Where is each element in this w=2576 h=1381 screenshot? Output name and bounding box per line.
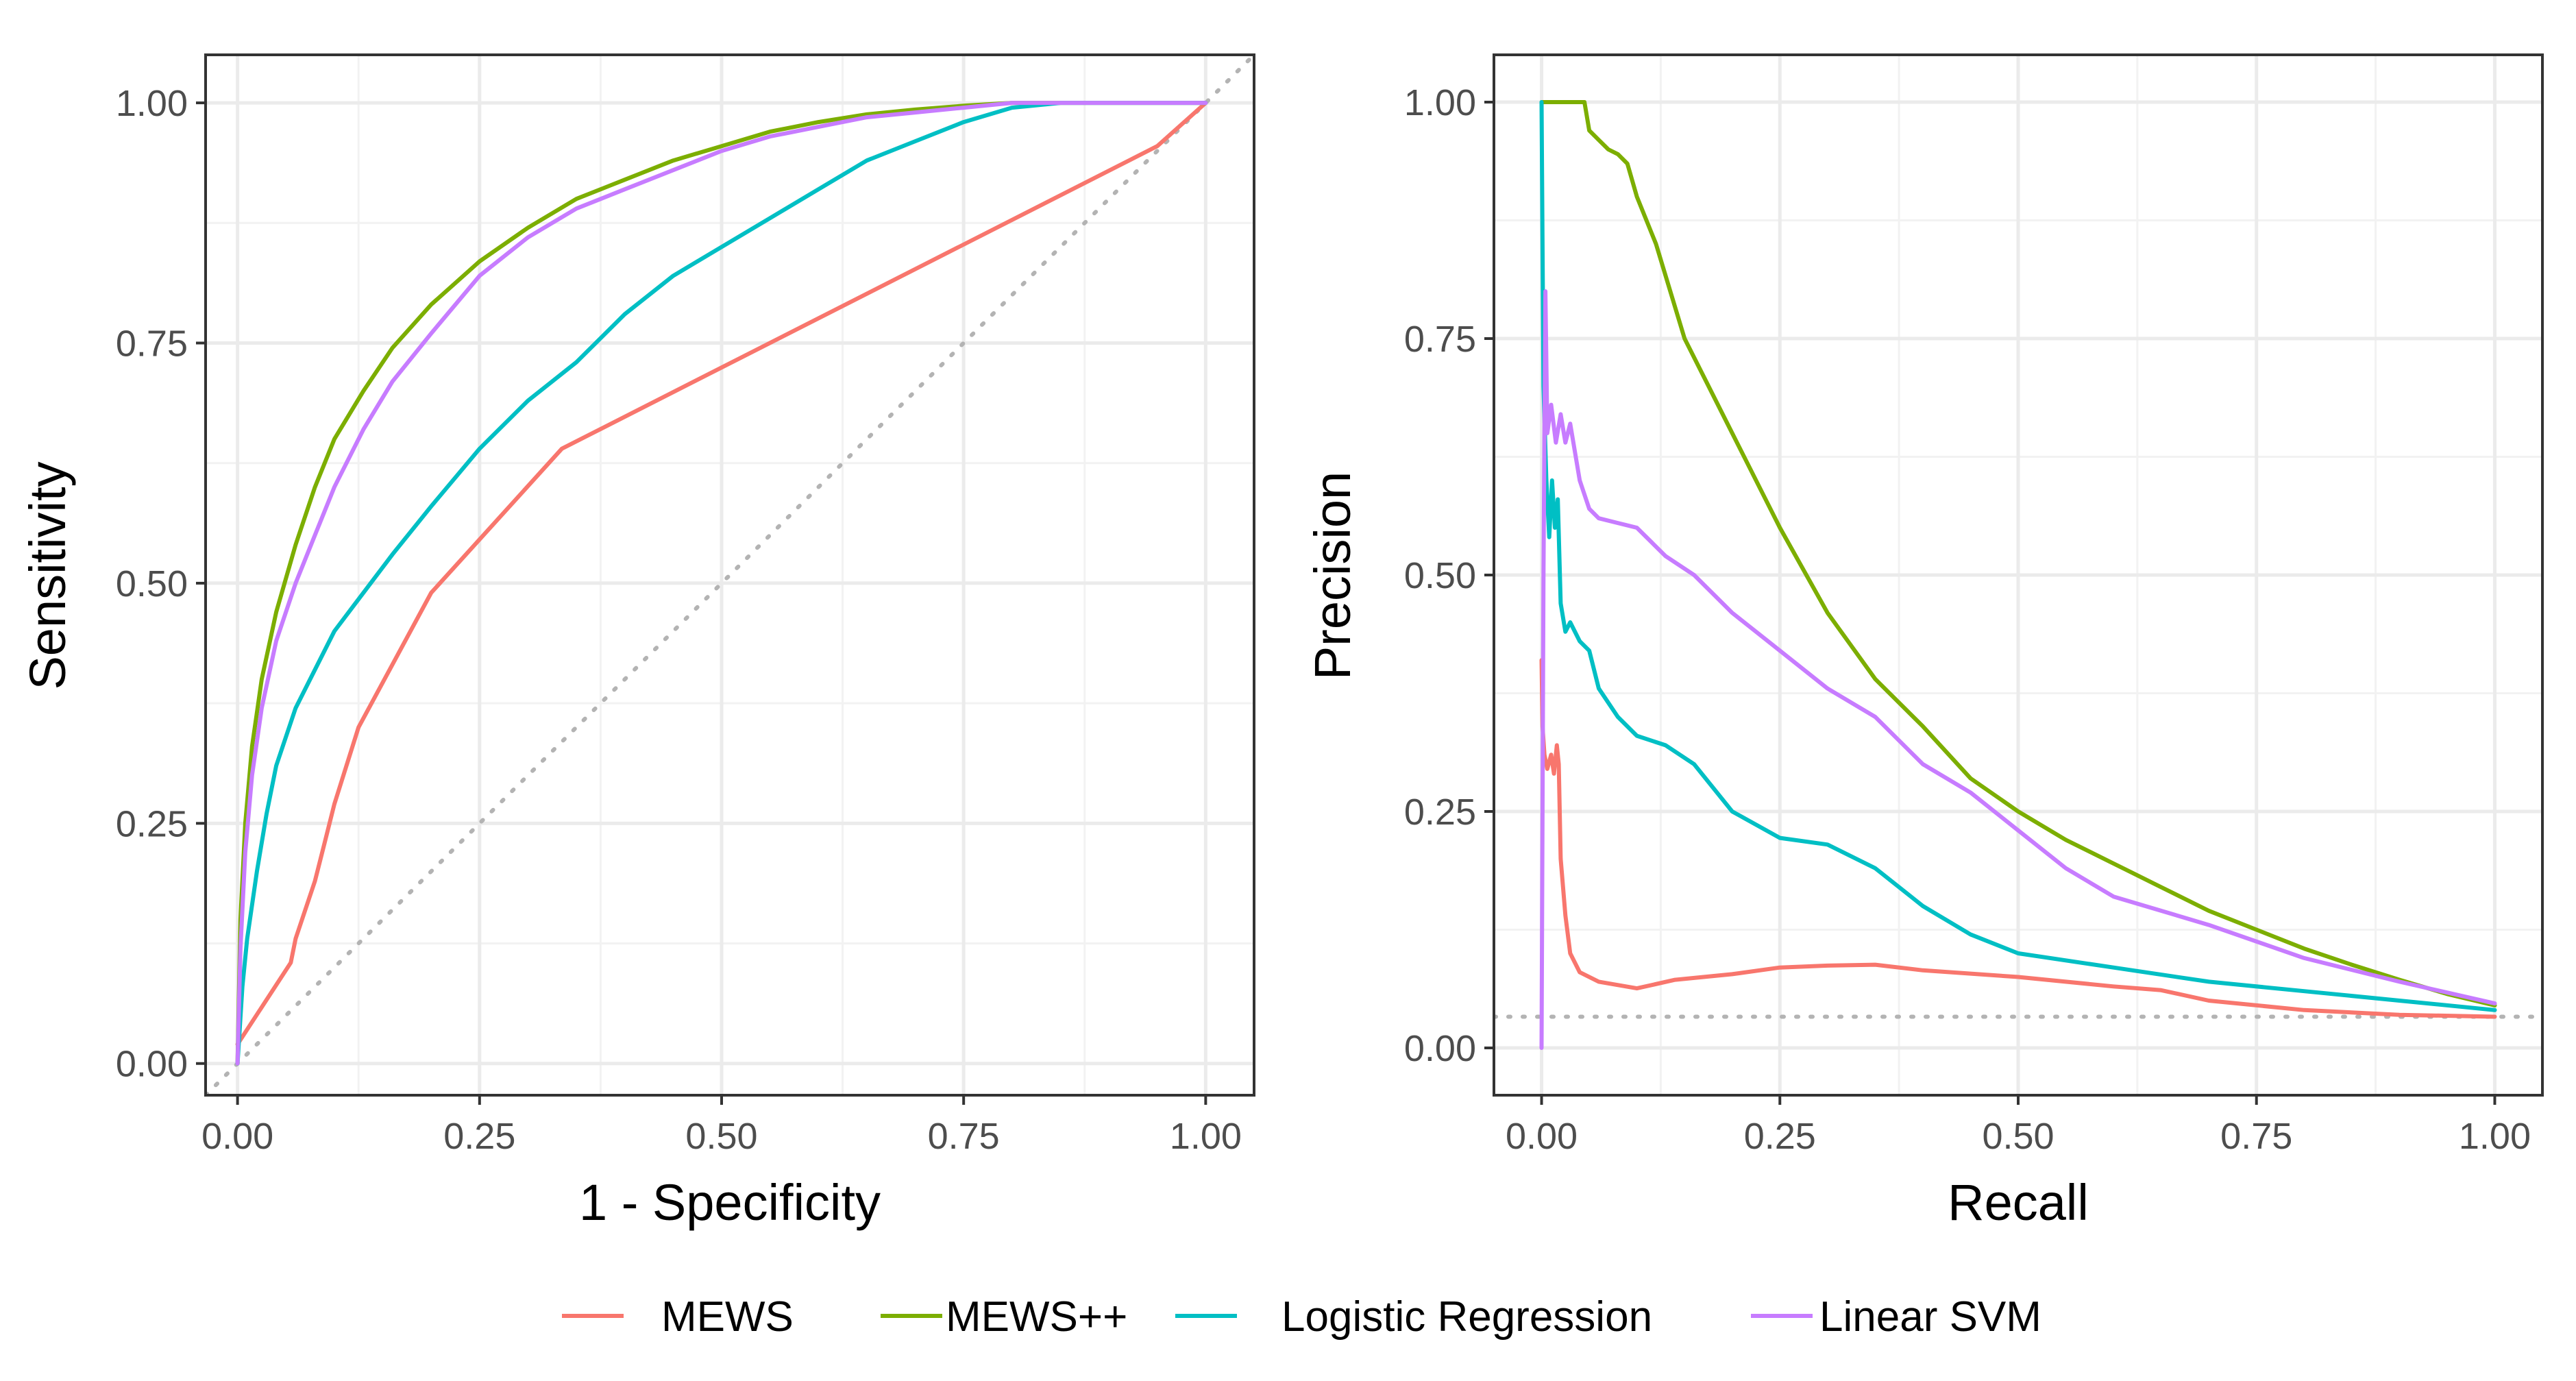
roc-series [235,101,1208,1066]
legend-label-mews-plus: MEWS++ [946,1293,1127,1341]
pr-ticks: 0.00 0.25 0.50 0.75 1.00 0.00 0.25 0.50 0.75 1.00 [1404,82,2531,1157]
roc-series-mews [235,101,1208,1066]
pr-series-logistic-regression [1539,100,2497,1012]
roc-grid-minor [206,55,1254,1095]
pr-y-tick-label: 0.25 [1404,792,1476,833]
pr-panel: 0.00 0.25 0.50 0.75 1.00 0.00 0.25 0.50 0.75 1.00… [1304,53,2544,1231]
roc-x-tick-label: 0.75 [928,1116,1000,1157]
roc-y-tick-label: 0.00 [116,1044,188,1085]
pr-x-tick-label: 0.00 [1506,1116,1578,1157]
pr-series-mews [1539,658,2497,1019]
legend-label-logistic-regression: Logistic Regression [1281,1293,1652,1341]
roc-x-tick-label: 1.00 [1170,1116,1242,1157]
roc-panel: 0.00 0.25 0.50 0.75 1.00 0.00 0.25 0.50 0.75 1.00… [19,53,1255,1231]
pr-series-linear-svm [1539,289,2497,1050]
pr-y-tick-label: 0.75 [1404,319,1476,360]
legend-label-linear-svm: Linear SVM [1819,1293,2041,1341]
pr-series [1539,100,2497,1050]
roc-x-tick-label: 0.00 [201,1116,273,1157]
roc-series-linear-svm [235,101,1208,1066]
pr-x-tick-label: 0.50 [1982,1116,2054,1157]
roc-x-axis-title: 1 - Specificity [579,1174,881,1231]
pr-x-axis-title: Recall [1948,1174,2089,1231]
pr-y-tick-label: 0.50 [1404,555,1476,596]
roc-grid-major [206,55,1254,1095]
pr-series-mews [1539,100,2497,1007]
legend-label-mews: MEWS [661,1293,794,1341]
legend: MEWS MEWS++ Logistic Regression Linear S… [562,1293,2041,1341]
roc-y-tick-label: 0.25 [116,803,188,844]
roc-y-tick-label: 1.00 [116,83,188,124]
roc-series-logistic-regression [235,101,1208,1066]
pr-y-tick-label: 1.00 [1404,82,1476,123]
roc-ticks: 0.00 0.25 0.50 0.75 1.00 0.00 0.25 0.50 0.75 1.00 [116,83,1242,1157]
roc-y-tick-label: 0.50 [116,563,188,604]
roc-chance-line [206,55,1254,1095]
roc-y-axis-title: Sensitivity [19,461,76,689]
roc-panel-border [204,53,1255,1097]
roc-x-tick-label: 0.50 [685,1116,757,1157]
pr-x-tick-label: 0.25 [1744,1116,1816,1157]
roc-x-tick-label: 0.25 [443,1116,515,1157]
roc-y-tick-label: 0.75 [116,323,188,364]
pr-grid-major [1494,55,2542,1095]
pr-y-tick-label: 0.00 [1404,1028,1476,1069]
pr-x-tick-label: 0.75 [2220,1116,2292,1157]
roc-reference-line [206,55,1254,1095]
pr-x-tick-label: 1.00 [2459,1116,2531,1157]
pr-y-axis-title: Precision [1304,472,1361,680]
roc-series-mews [235,101,1208,1047]
